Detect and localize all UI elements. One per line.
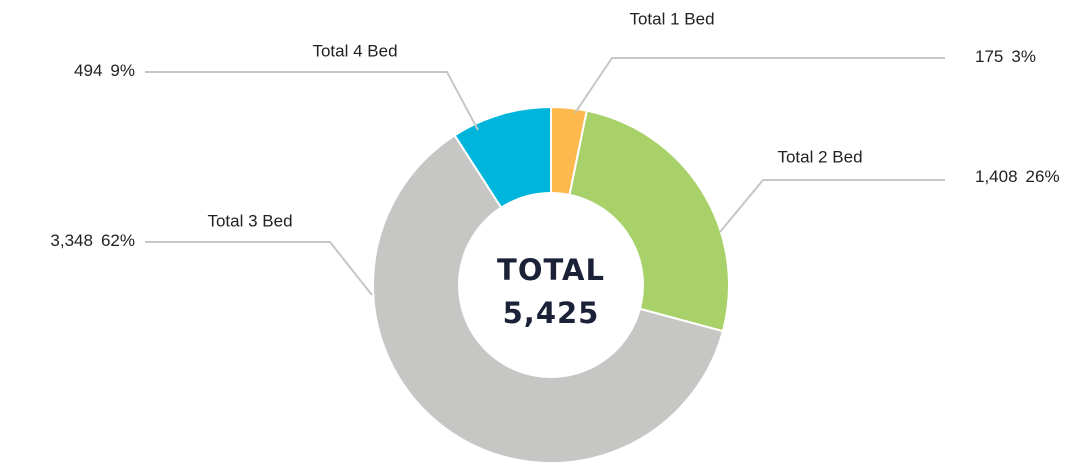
percent-label: 62% bbox=[101, 231, 135, 250]
percent-label: 3% bbox=[1011, 47, 1036, 66]
category-label: Total 2 Bed bbox=[777, 147, 862, 166]
percent-label: 26% bbox=[1026, 167, 1060, 186]
count-label: 175 bbox=[975, 47, 1003, 66]
center-total: 5,425 bbox=[503, 296, 600, 330]
category-label: Total 1 Bed bbox=[629, 9, 714, 28]
category-label: Total 4 Bed bbox=[312, 41, 397, 60]
count-label: 494 bbox=[74, 61, 102, 80]
percent-label: 9% bbox=[110, 61, 135, 80]
category-label: Total 3 Bed bbox=[207, 211, 292, 230]
leader-line bbox=[145, 71, 479, 131]
count-label: 1,408 bbox=[975, 167, 1018, 186]
value-label: 175 3% bbox=[975, 47, 1036, 66]
leader-line bbox=[574, 57, 945, 114]
leader-line bbox=[145, 241, 373, 296]
center-title: TOTAL bbox=[497, 253, 605, 287]
leader-line bbox=[719, 179, 945, 233]
value-label: 1,408 26% bbox=[975, 167, 1060, 186]
count-label: 3,348 bbox=[50, 231, 93, 250]
value-label: 494 9% bbox=[74, 61, 135, 80]
value-label: 3,348 62% bbox=[50, 231, 135, 250]
donut-hole bbox=[458, 192, 644, 378]
